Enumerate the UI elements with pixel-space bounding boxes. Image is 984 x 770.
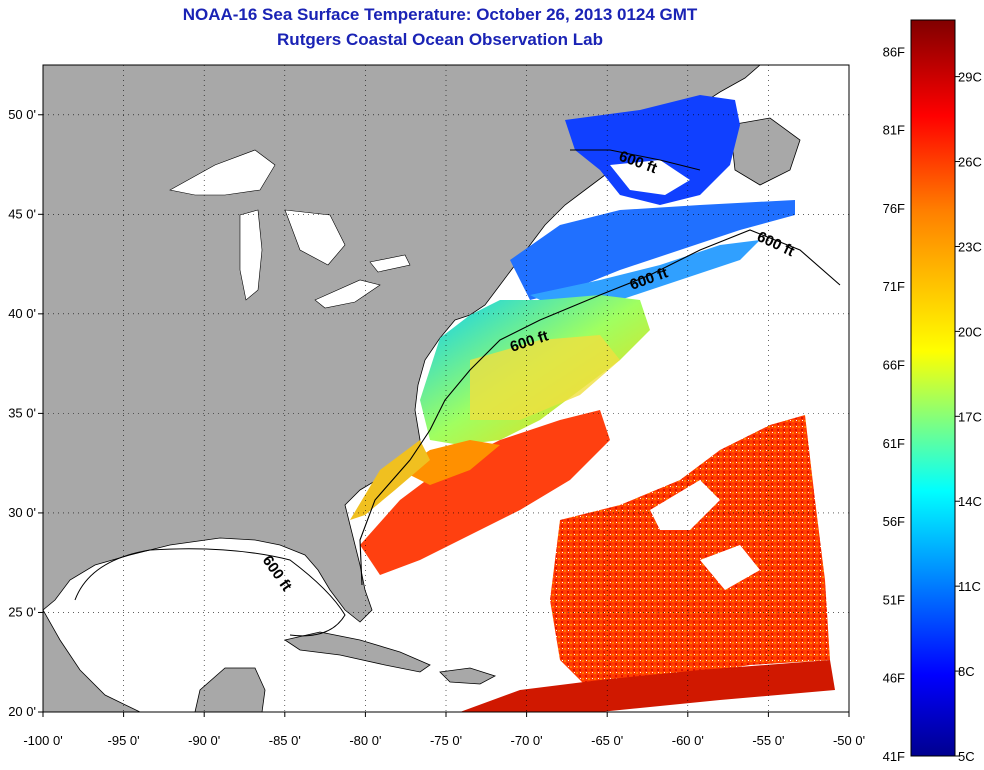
lat-tick-label: 25 0' — [8, 604, 36, 619]
land-cuba — [284, 631, 431, 673]
colorbar-fahrenheit-labels: 86F 81F 76F 71F 66F 61F 56F 51F 46F 41F — [883, 44, 905, 764]
sst-gulf-stream-edge — [400, 440, 500, 485]
lon-tick-label: -65 0' — [591, 733, 623, 748]
lake-ontario — [369, 254, 411, 273]
colorbar-c-label: 29C — [958, 70, 982, 85]
land-hispaniola — [439, 667, 497, 685]
colorbar-c-label: 17C — [958, 409, 982, 424]
sst-gulf-of-maine — [510, 200, 795, 300]
sst-sargasso — [550, 415, 830, 690]
colorbar-f-label: 51F — [883, 592, 905, 607]
lon-tick-label: -85 0' — [269, 733, 301, 748]
colorbar-c-label: 5C — [958, 749, 975, 764]
colorbar-f-label: 41F — [883, 749, 905, 764]
lon-tick-label: -75 0' — [430, 733, 462, 748]
contour-atlantic-shelf — [359, 229, 841, 586]
colorbar-f-label: 61F — [883, 436, 905, 451]
colorbar-c-label: 11C — [958, 579, 981, 594]
lat-tick-label: 40 0' — [8, 306, 36, 321]
map-content — [43, 65, 841, 712]
colorbar-c-label: 20C — [958, 324, 982, 339]
title-line-1: NOAA-16 Sea Surface Temperature: October… — [182, 5, 698, 24]
sst-caribbean-swath — [460, 660, 835, 712]
lon-tick-label: -100 0' — [23, 733, 62, 748]
lon-tick-label: -70 0' — [511, 733, 543, 748]
cloud-gap-2 — [700, 545, 760, 590]
land-newfoundland — [729, 117, 801, 186]
contour-gulf — [74, 548, 346, 637]
lon-tick-label: -60 0' — [672, 733, 704, 748]
lat-tick-label: 50 0' — [8, 107, 36, 122]
sst-slope-water — [470, 335, 620, 420]
sst-gulf-stream — [360, 410, 610, 575]
lat-tick-label: 30 0' — [8, 505, 36, 520]
colorbar-f-label: 56F — [883, 514, 905, 529]
contour-st-lawrence — [570, 149, 701, 171]
land-mexico — [43, 609, 141, 712]
lake-superior — [169, 149, 276, 196]
cloud-gap-1 — [650, 480, 720, 530]
colorbar-f-label: 46F — [883, 671, 905, 686]
colorbar-f-label: 71F — [883, 279, 905, 294]
colorbar-f-label: 81F — [883, 123, 905, 138]
lake-huron — [284, 209, 346, 266]
lake-michigan — [239, 209, 263, 301]
colorbar-c-label: 23C — [958, 239, 982, 254]
colorbar-f-label: 76F — [883, 201, 905, 216]
lat-tick-label: 20 0' — [8, 704, 36, 719]
sst-gulf-st-lawrence-2 — [610, 160, 690, 195]
colorbar-f-label: 66F — [883, 358, 905, 373]
lat-tick-label: 35 0' — [8, 405, 36, 420]
title-line-2: Rutgers Coastal Ocean Observation Lab — [277, 30, 603, 49]
sst-gulf-st-lawrence — [565, 95, 740, 205]
colorbar-c-label: 26C — [958, 155, 982, 170]
lake-erie — [314, 279, 381, 309]
lon-tick-label: -80 0' — [349, 733, 381, 748]
longitude-ticks: -100 0' -95 0' -90 0' -85 0' -80 0' -75 0' -70… — [23, 712, 865, 748]
latitude-ticks: 20 0' 25 0' 30 0' 35 0' 40 0' 45 0' 50 0' — [8, 107, 43, 719]
colorbar-c-label: 8C — [958, 664, 975, 679]
lon-tick-label: -50 0' — [833, 733, 865, 748]
land-yucatan — [194, 667, 266, 712]
lon-tick-label: -55 0' — [752, 733, 784, 748]
lat-tick-label: 45 0' — [8, 206, 36, 221]
colorbar-c-label: 14C — [958, 494, 982, 509]
lon-tick-label: -95 0' — [108, 733, 140, 748]
colorbar-f-label: 86F — [883, 44, 905, 59]
colorbar — [910, 19, 956, 757]
colorbar-celsius-labels: 29C 26C 23C 20C 17C 14C 11C 8C 5C — [955, 70, 982, 764]
lon-tick-label: -90 0' — [188, 733, 220, 748]
